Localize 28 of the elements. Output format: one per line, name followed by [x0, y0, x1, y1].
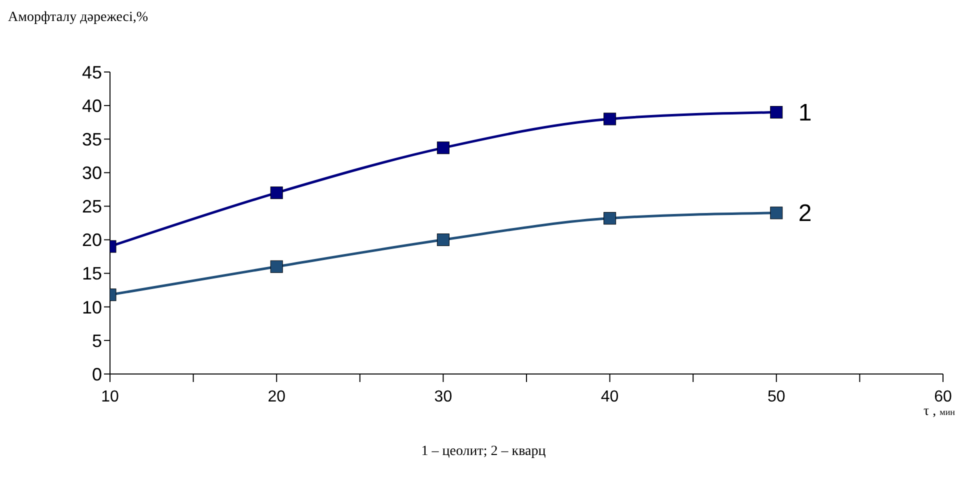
y-tick-label: 10: [82, 297, 102, 318]
x-tick-label: 20: [268, 388, 286, 406]
series-label: 1: [798, 99, 812, 126]
y-tick-label: 0: [92, 364, 102, 384]
y-tick-label: 20: [82, 230, 102, 250]
y-tick-label: 5: [92, 330, 102, 351]
point: [770, 106, 783, 119]
y-tick-label: 30: [82, 163, 102, 184]
y-tick-label: 15: [82, 264, 102, 284]
x-axis-title: τ , мин: [924, 404, 955, 420]
y-axis-title: Аморфталу дәрежесі,%: [8, 10, 148, 26]
point: [436, 142, 450, 154]
x-tick-label: 40: [600, 388, 619, 406]
y-tick-label: 25: [82, 196, 102, 217]
x-tick-label: 60: [934, 388, 952, 406]
x-tick-label: 50: [768, 388, 786, 406]
y-tick-label: 35: [82, 130, 102, 150]
point: [770, 206, 783, 220]
point: [270, 186, 283, 200]
text: 1 – цеолит; 2 – кварц: [420, 444, 547, 460]
y-tick-label: 40: [82, 96, 102, 116]
point: [436, 234, 450, 246]
x-tick-label: 30: [434, 388, 452, 406]
point: [604, 212, 616, 225]
series-label: 2: [798, 200, 812, 227]
y-tick-label: 45: [82, 62, 102, 82]
point: [604, 112, 616, 126]
point: [270, 260, 283, 273]
